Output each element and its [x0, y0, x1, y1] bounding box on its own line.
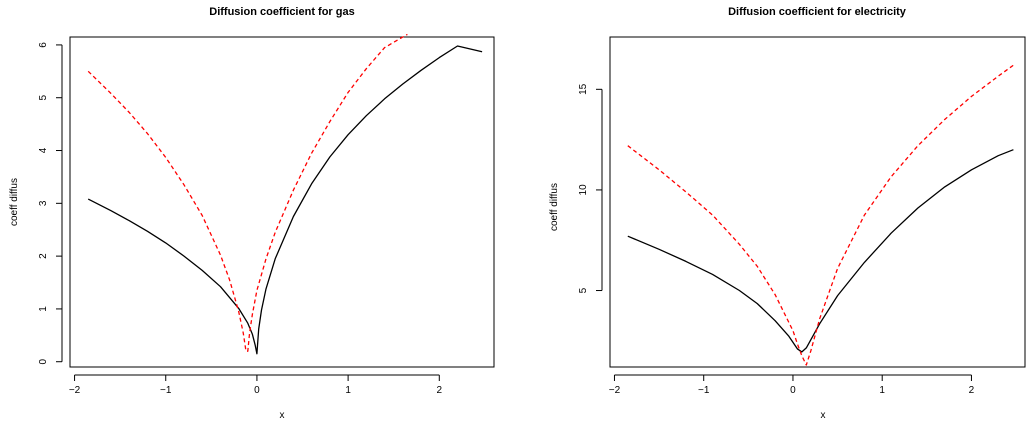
chart-title: Diffusion coefficient for electricity [728, 6, 907, 18]
x-axis-label: x [821, 410, 826, 421]
y-tick-label: 0 [38, 359, 49, 365]
y-axis-label: coeff diffus [9, 178, 20, 226]
y-axis-label: coeff diffus [549, 183, 560, 231]
gas-chart-panel: Diffusion coefficient for gas x coeff di… [9, 6, 495, 421]
x-tick-label: −1 [160, 385, 172, 396]
x-tick-label: 2 [437, 385, 443, 396]
y-tick-label: 2 [38, 253, 49, 259]
x-tick-label: −2 [609, 385, 621, 396]
x-tick-label: 1 [345, 385, 351, 396]
x-tick-label: 1 [879, 385, 885, 396]
black-solid-series-line [627, 149, 1014, 353]
chart-title: Diffusion coefficient for gas [209, 6, 354, 18]
y-tick-label: 6 [38, 42, 49, 48]
y-tick-label: 4 [38, 147, 49, 153]
red-dashed-series-line [627, 64, 1014, 366]
plot-frame [69, 36, 495, 368]
y-tick-label: 15 [578, 83, 589, 95]
y-tick-label: 3 [38, 200, 49, 206]
x-tick-label: 2 [969, 385, 975, 396]
x-axis: −2 −1 0 1 2 [69, 374, 443, 396]
black-solid-series-line [87, 45, 483, 355]
y-tick-label: 5 [578, 287, 589, 293]
y-tick-label: 10 [578, 184, 589, 196]
x-tick-label: 0 [790, 385, 796, 396]
y-axis: 0 1 2 3 4 5 6 [38, 42, 63, 365]
series-group [87, 33, 483, 355]
y-tick-label: 1 [38, 306, 49, 312]
electricity-chart-panel: Diffusion coefficient for electricity x … [549, 6, 1026, 421]
series-group [627, 64, 1014, 366]
x-axis-label: x [280, 410, 285, 421]
y-tick-label: 5 [38, 95, 49, 101]
x-axis: −2 −1 0 1 2 [609, 374, 975, 396]
plot-frame [609, 36, 1026, 368]
y-axis: 5 10 15 [578, 83, 603, 293]
x-tick-label: −1 [698, 385, 710, 396]
red-dashed-series-line [87, 33, 408, 352]
x-tick-label: 0 [254, 385, 260, 396]
x-tick-label: −2 [69, 385, 81, 396]
